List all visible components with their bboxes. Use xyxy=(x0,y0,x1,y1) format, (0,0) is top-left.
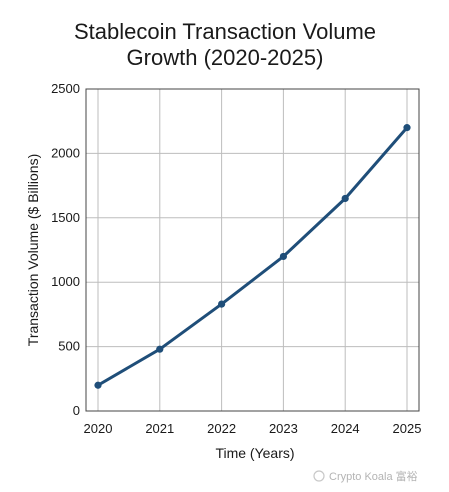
data-point xyxy=(218,300,226,308)
watermark-text: Crypto Koala 富裕 xyxy=(329,469,418,483)
y-tick-label: 500 xyxy=(58,339,80,354)
series-line xyxy=(96,126,409,387)
x-tick-label: 2023 xyxy=(269,421,298,436)
y-tick-label: 2500 xyxy=(51,81,80,96)
plot-frame xyxy=(85,88,420,412)
data-point xyxy=(94,381,102,389)
data-point xyxy=(403,124,411,132)
data-point xyxy=(279,252,287,261)
data-point xyxy=(156,345,164,353)
y-axis-label: Transaction Volume ($ Billions) xyxy=(25,154,41,346)
x-tick-label: 2025 xyxy=(393,421,422,436)
x-axis-label: Time (Years) xyxy=(215,445,294,461)
x-tick-label: 2022 xyxy=(207,421,236,436)
y-tick-label: 0 xyxy=(73,403,80,418)
data-series xyxy=(94,124,411,389)
y-tick-label: 1500 xyxy=(51,210,80,225)
y-tick-label: 2000 xyxy=(51,145,80,160)
y-tick-label: 1000 xyxy=(51,274,80,289)
watermark: Crypto Koala 富裕 xyxy=(313,469,418,483)
chart-title-line-2: Growth (2020-2025) xyxy=(127,45,324,70)
chart-title-line-1: Stablecoin Transaction Volume xyxy=(74,19,376,44)
x-tick-label: 2021 xyxy=(145,421,174,436)
x-tick-label: 2024 xyxy=(331,421,360,436)
x-tick-label: 2020 xyxy=(84,421,113,436)
data-point xyxy=(341,194,349,203)
x-tick-labels: 2020 2021 2022 2023 2024 2025 xyxy=(84,421,422,436)
watermark-icon xyxy=(313,470,325,482)
y-tick-labels: 0 500 1000 1500 2000 2500 xyxy=(51,81,80,418)
